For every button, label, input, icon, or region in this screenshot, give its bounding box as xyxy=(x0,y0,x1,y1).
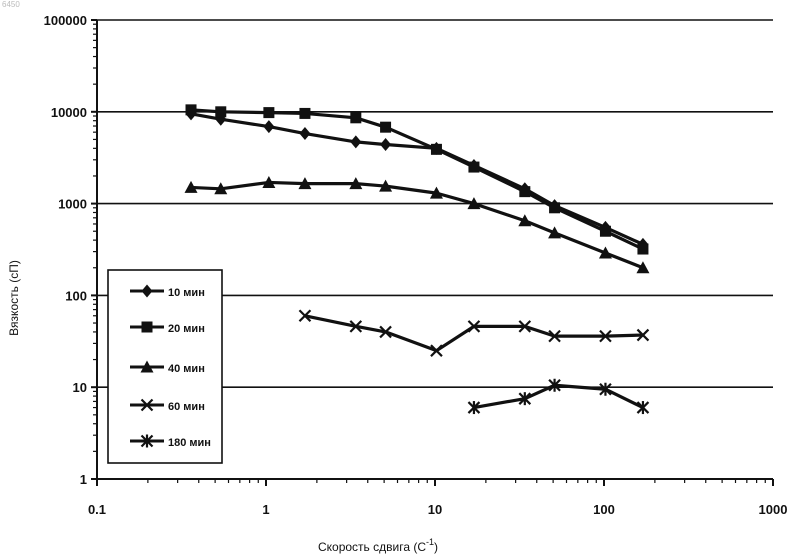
x-tick-label: 1 xyxy=(262,502,269,517)
legend-label: 180 мин xyxy=(168,437,211,449)
series-diamond-point xyxy=(263,120,274,133)
legend-box xyxy=(108,270,222,463)
series-square-point xyxy=(549,202,560,213)
series-square-point xyxy=(600,226,611,237)
legend: 10 мин 20 мин 40 мин 60 мин 180 мин xyxy=(108,270,222,463)
x-axis-title-superscript: -1 xyxy=(426,537,434,547)
series-square-point xyxy=(215,106,226,117)
series-x xyxy=(299,310,648,356)
series-diamond xyxy=(186,107,649,250)
series-square-point xyxy=(186,104,197,115)
series-square-point xyxy=(350,112,361,123)
x-axis-title-text: Скорость сдвига (С xyxy=(318,540,426,554)
series-star xyxy=(468,379,648,414)
series-square-point xyxy=(637,244,648,255)
legend-label: 20 мин xyxy=(168,323,205,335)
legend-marker-square xyxy=(142,322,153,333)
series-diamond-point xyxy=(350,135,361,148)
y-tick-label: 100000 xyxy=(44,13,87,28)
corner-label: 6450 xyxy=(2,0,20,9)
x-tick-label: 0.1 xyxy=(88,502,106,517)
series-triangle-line xyxy=(191,182,643,267)
series-square-point xyxy=(380,122,391,133)
series-square-line xyxy=(191,110,643,249)
series-square-point xyxy=(468,162,479,173)
series-square-point xyxy=(299,108,310,119)
y-tick-label: 100 xyxy=(65,288,87,303)
x-tick-label: 10 xyxy=(428,502,442,517)
series-square-point xyxy=(263,107,274,118)
x-axis-title: Скорость сдвига (С-1) xyxy=(318,537,438,554)
series-diamond-point xyxy=(380,138,391,151)
series-x-line xyxy=(305,316,643,351)
series-square-point xyxy=(431,144,442,155)
legend-label: 10 мин xyxy=(168,287,205,299)
series-star-point xyxy=(637,401,648,414)
series-diamond-point xyxy=(299,127,310,140)
legend-label: 60 мин xyxy=(168,401,205,413)
y-axis-title: Вязкость (сП) xyxy=(7,260,21,336)
series-square xyxy=(186,104,649,254)
y-tick-label: 10000 xyxy=(51,105,87,120)
x-tick-label: 1000 xyxy=(759,502,788,517)
x-axis-title-close: ) xyxy=(434,540,438,554)
y-tick-label: 1000 xyxy=(58,197,87,212)
y-tick-label: 10 xyxy=(73,380,87,395)
chart: 6450 1101001000100001000000.11101001000 … xyxy=(0,0,800,560)
y-tick-label: 1 xyxy=(80,472,87,487)
series-diamond-line xyxy=(191,114,643,244)
series-group xyxy=(185,104,650,414)
x-tick-label: 100 xyxy=(593,502,615,517)
series-square-point xyxy=(519,186,530,197)
legend-label: 40 мин xyxy=(168,363,205,375)
series-triangle xyxy=(185,176,650,273)
